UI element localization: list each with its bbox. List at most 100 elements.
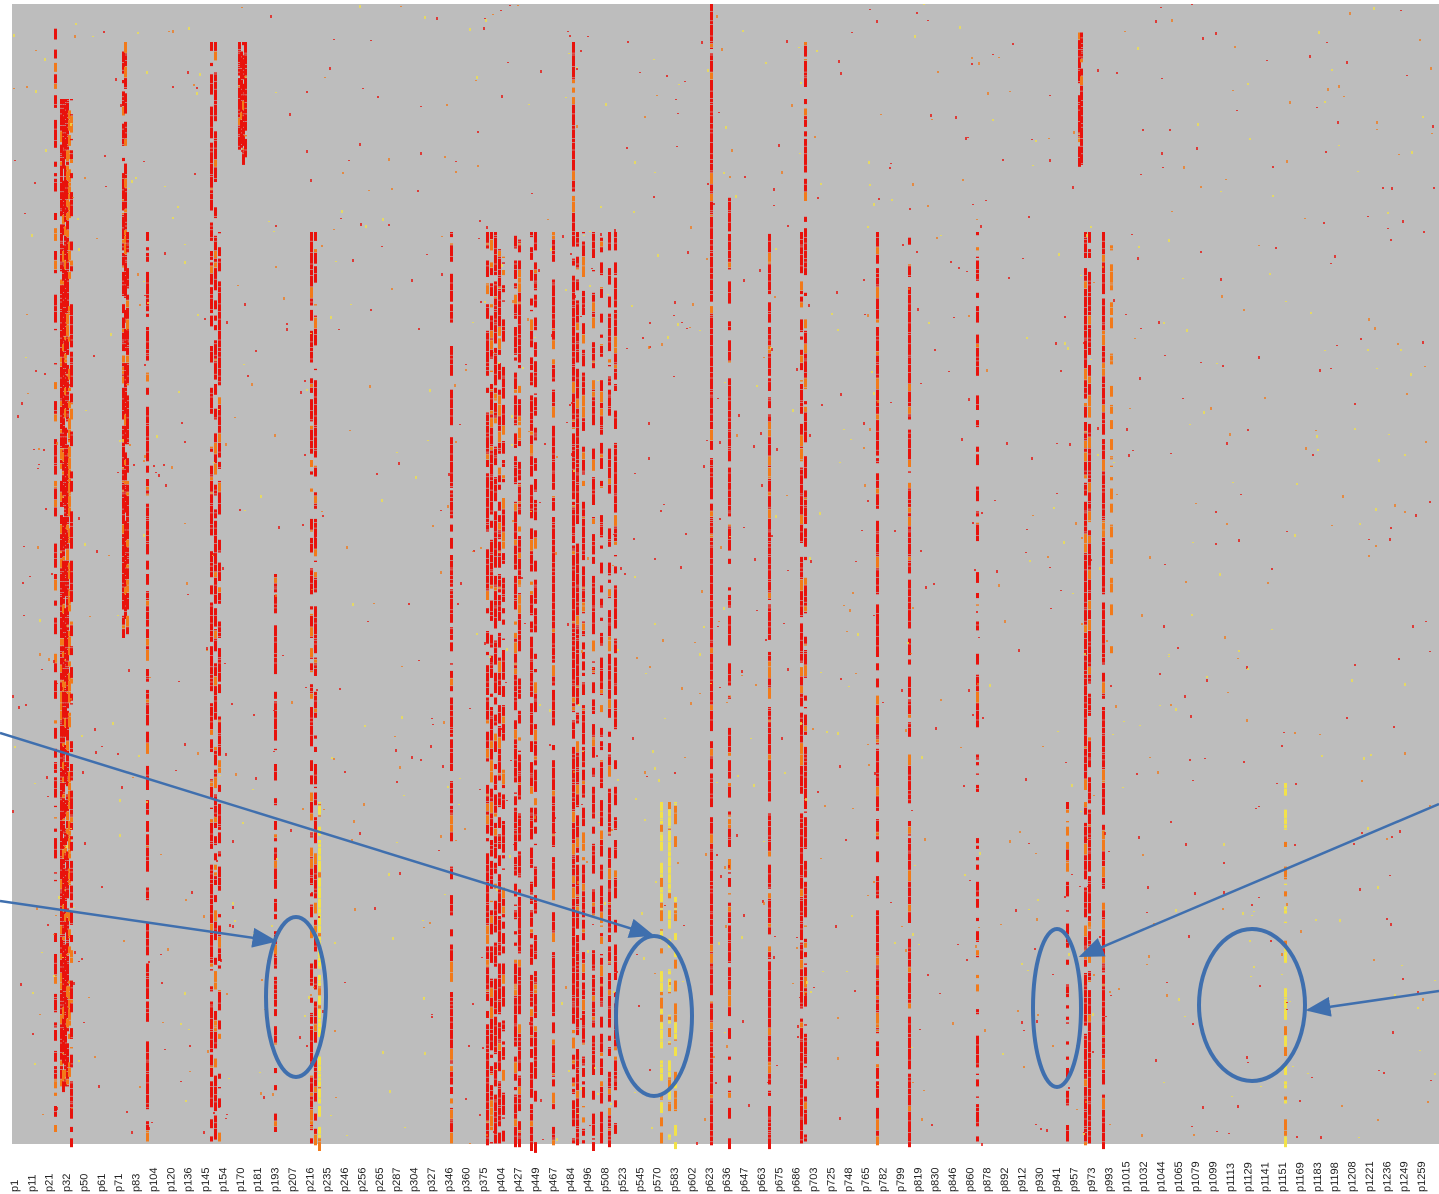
- heatmap-cell: [126, 556, 129, 559]
- heatmap-cell: [710, 55, 713, 61]
- heatmap-cell: [494, 477, 497, 479]
- heatmap-cell: [498, 978, 501, 988]
- heatmap-cell: [122, 252, 125, 257]
- heatmap-cell: [908, 503, 911, 507]
- heatmap-cell: [518, 553, 521, 559]
- heatmap-cell: [60, 691, 63, 703]
- heatmap-cell: [710, 91, 713, 99]
- heatmap-cell: [122, 70, 125, 74]
- heatmap-cell: [494, 714, 497, 722]
- heatmap-cell: [728, 1092, 731, 1098]
- heatmap-cell: [68, 929, 71, 937]
- heatmap-cell: [218, 368, 221, 376]
- heatmap-cell: [64, 1081, 67, 1087]
- heatmap-cell: [582, 452, 585, 460]
- heatmap-cell: [600, 984, 603, 986]
- heatmap-cell: [530, 714, 533, 724]
- heatmap-cell: [768, 606, 771, 608]
- heatmap-cell: [124, 425, 127, 433]
- heatmap-cell: [572, 784, 575, 792]
- heatmap-cell: [490, 330, 493, 338]
- heatmap-cell: [54, 499, 57, 507]
- heatmap-cell: [608, 625, 611, 637]
- heatmap-cell: [214, 454, 217, 464]
- heatmap-cell: [498, 1041, 501, 1043]
- heatmap-cell: [60, 771, 63, 777]
- heatmap-cell: [146, 327, 149, 331]
- heatmap-cell: [494, 1035, 497, 1047]
- heatmap-stripe: [490, 232, 493, 1144]
- heatmap-cell: [54, 182, 57, 192]
- heatmap-cell: [1084, 555, 1087, 561]
- heatmap-cell: [908, 287, 911, 295]
- heatmap-cell: [210, 786, 213, 798]
- heatmap-cell: [768, 733, 771, 745]
- heatmap-cell: [450, 788, 453, 794]
- heatmap-cell: [310, 399, 313, 410]
- heatmap-cell: [126, 579, 129, 585]
- heatmap-cell: [530, 235, 533, 238]
- heatmap-cell: [800, 864, 803, 876]
- heatmap-cell: [576, 437, 579, 445]
- heatmap-cell: [210, 1119, 213, 1129]
- heatmap-cell: [62, 883, 65, 895]
- heatmap-cell: [54, 777, 57, 781]
- heatmap-cell: [238, 110, 241, 114]
- heatmap-cell: [876, 724, 879, 735]
- heatmap-cell: [576, 268, 579, 270]
- heatmap-cell: [768, 781, 771, 792]
- heatmap-cell: [218, 482, 221, 492]
- heatmap-cell: [68, 458, 71, 469]
- heatmap-cell: [310, 978, 313, 982]
- heatmap-cell: [66, 150, 69, 162]
- heatmap-cell: [768, 401, 771, 409]
- heatmap-cell: [494, 1026, 497, 1036]
- heatmap-cell: [490, 541, 493, 553]
- heatmap-cell: [608, 731, 611, 737]
- heatmap-cell: [502, 1047, 505, 1056]
- heatmap-cell: [710, 251, 713, 253]
- heatmap-cell: [68, 980, 71, 984]
- heatmap-cell: [1066, 802, 1069, 809]
- heatmap-cell: [530, 724, 533, 735]
- heatmap-cell: [514, 235, 517, 247]
- heatmap-cell: [800, 853, 803, 865]
- heatmap-cell: [62, 718, 65, 726]
- heatmap-cell: [800, 912, 803, 916]
- heatmap-cell: [502, 619, 505, 625]
- heatmap-cell: [608, 1123, 611, 1127]
- heatmap-cell: [274, 1035, 277, 1043]
- heatmap-cell: [210, 841, 213, 844]
- heatmap-cell: [490, 384, 493, 390]
- heatmap-cell: [494, 347, 497, 353]
- heatmap-cell: [122, 129, 125, 139]
- heatmap-cell: [60, 233, 63, 241]
- heatmap-cell: [450, 498, 453, 502]
- heatmap-cell: [498, 275, 501, 277]
- heatmap-cell: [214, 577, 217, 585]
- heatmap-cell: [314, 792, 317, 800]
- heatmap-cell: [908, 448, 911, 460]
- heatmap-cell: [60, 176, 63, 182]
- heatmap-cell: [62, 336, 65, 342]
- heatmap-cell: [68, 211, 71, 219]
- heatmap-cell: [614, 494, 617, 496]
- heatmap-cell: [572, 995, 575, 998]
- heatmap-cell: [514, 583, 517, 595]
- heatmap-cell: [728, 902, 731, 906]
- heatmap-cell: [534, 729, 537, 741]
- heatmap-cell: [310, 627, 313, 637]
- heatmap-cell: [976, 446, 979, 452]
- heatmap-cell: [124, 612, 127, 619]
- heatmap-cell: [64, 623, 67, 633]
- heatmap-cell: [800, 623, 803, 633]
- heatmap-cell: [572, 779, 575, 783]
- heatmap-cell: [70, 771, 73, 777]
- heatmap-cell: [592, 988, 595, 992]
- heatmap-cell: [572, 646, 575, 652]
- heatmap-cell: [70, 304, 73, 315]
- heatmap-cell: [490, 553, 493, 555]
- heatmap-cell: [728, 606, 731, 608]
- heatmap-cell: [710, 969, 713, 975]
